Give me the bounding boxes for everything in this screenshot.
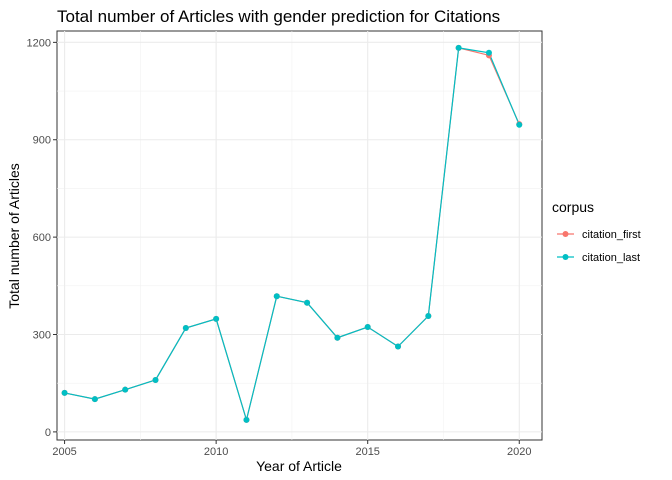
point-citation_last bbox=[122, 386, 129, 393]
x-axis-title: Year of Article bbox=[256, 458, 342, 474]
legend-label-citation_last: citation_last bbox=[582, 252, 640, 264]
series-line-citation_last bbox=[64, 47, 520, 423]
chart-title: Total number of Articles with gender pre… bbox=[57, 7, 500, 26]
x-axis: 2005 2010 2015 2020 bbox=[52, 440, 532, 458]
point-citation_last bbox=[425, 313, 432, 320]
legend-key-point-citation_first bbox=[562, 231, 569, 237]
legend-label-citation_first: citation_first bbox=[582, 229, 641, 241]
y-tick-label: 0 bbox=[45, 427, 51, 439]
point-citation_last bbox=[182, 325, 189, 332]
x-tick-label: 2020 bbox=[507, 446, 531, 458]
point-citation_last bbox=[91, 396, 98, 403]
series-layer bbox=[61, 44, 523, 423]
y-tick-label: 900 bbox=[33, 135, 51, 147]
legend: corpus citation_first citation_last bbox=[552, 199, 641, 264]
y-tick-label: 600 bbox=[33, 232, 51, 244]
point-citation_last bbox=[273, 293, 280, 300]
x-tick-label: 2015 bbox=[355, 446, 379, 458]
y-axis: 0 300 600 900 1200 bbox=[27, 37, 57, 439]
point-citation_last bbox=[213, 315, 220, 322]
plot-panel bbox=[56, 30, 543, 441]
y-axis-title: Total number of Articles bbox=[6, 163, 22, 309]
legend-key-point-citation_last bbox=[562, 254, 569, 260]
point-citation_last bbox=[485, 49, 492, 56]
x-tick-label: 2010 bbox=[204, 446, 228, 458]
x-tick-label: 2005 bbox=[52, 446, 76, 458]
y-tick-label: 1200 bbox=[27, 37, 51, 49]
point-citation_last bbox=[364, 324, 371, 331]
point-citation_last bbox=[395, 343, 402, 350]
point-citation_last bbox=[304, 299, 311, 306]
y-tick-label: 300 bbox=[33, 330, 51, 342]
legend-title: corpus bbox=[552, 199, 594, 215]
point-citation_last bbox=[516, 121, 523, 128]
point-citation_last bbox=[243, 416, 250, 423]
point-citation_last bbox=[152, 376, 159, 383]
major-gridlines bbox=[57, 31, 542, 440]
minor-gridlines bbox=[57, 31, 542, 440]
point-citation_last bbox=[61, 389, 68, 396]
point-citation_last bbox=[455, 44, 462, 51]
point-citation_last bbox=[334, 334, 341, 341]
